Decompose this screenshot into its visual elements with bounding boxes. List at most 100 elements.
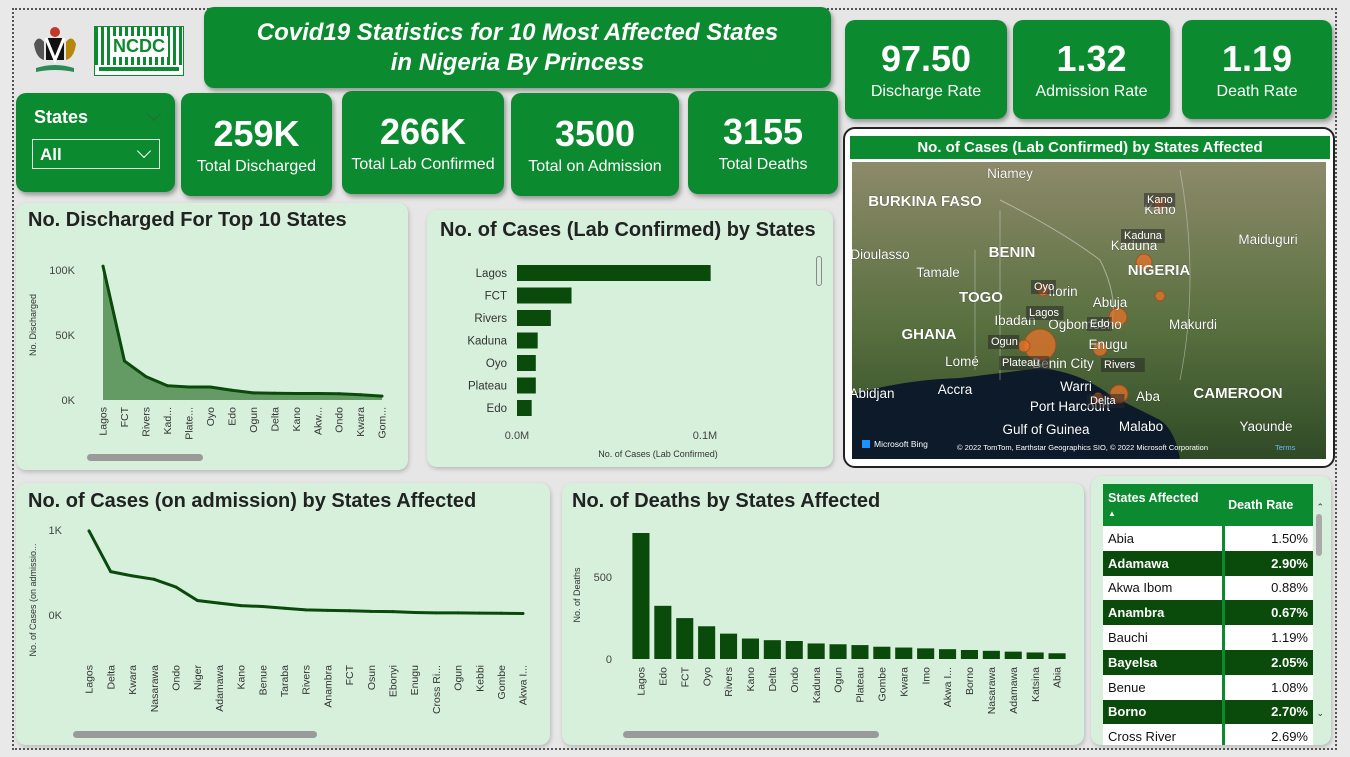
table-row[interactable]: Benue 1.08% [1103, 674, 1313, 700]
dashboard-title-line1: Covid19 Statistics for 10 Most Affected … [256, 18, 779, 46]
admission-point [456, 611, 460, 615]
admission-category-label: Anambra [322, 665, 334, 708]
lab-bar[interactable] [517, 355, 536, 371]
map-place-label: Tamale [916, 265, 960, 280]
deaths-category-label: Ogun [833, 667, 845, 693]
lab-bar[interactable] [517, 265, 711, 281]
deaths-category-label: Lagos [636, 667, 648, 696]
map-bubble[interactable] [1017, 339, 1031, 353]
admission-category-label: Delta [105, 665, 117, 690]
chevron-down-icon[interactable]: ⌄ [1316, 708, 1324, 718]
deaths-bar[interactable] [960, 650, 978, 659]
kpi-label: Discharge Rate [870, 82, 982, 100]
map-bubble[interactable] [1092, 341, 1108, 357]
deaths-bar[interactable] [676, 618, 694, 659]
deaths-bar[interactable] [1048, 653, 1066, 659]
lab-bar[interactable] [517, 310, 551, 326]
chevron-down-icon[interactable] [146, 106, 162, 122]
table-row[interactable]: Akwa Ibom 0.88% [1103, 575, 1313, 601]
admission-point [87, 529, 91, 533]
lab-bar[interactable] [517, 377, 536, 394]
y-tick-label: 0K [62, 395, 76, 407]
deaths-category-label: Kaduna [811, 667, 823, 703]
admission-point [304, 608, 308, 612]
discharged-category-label: Delta [269, 407, 281, 432]
deaths-bar[interactable] [939, 649, 957, 659]
state-cell: Adamawa [1103, 550, 1225, 576]
kpi-total-discharged: 259K Total Discharged [181, 93, 332, 196]
kpi-label: Total Discharged [196, 157, 317, 175]
lab-category-label: Lagos [476, 268, 508, 280]
discharged-category-label: Ondo [334, 407, 346, 433]
discharged-point [122, 359, 126, 363]
death-rate-cell: 1.08% [1271, 679, 1308, 695]
deaths-bar[interactable] [720, 633, 738, 659]
discharged-point [273, 391, 277, 395]
table-row[interactable]: Bauchi 1.19% [1103, 625, 1313, 650]
deaths-bar[interactable] [829, 644, 847, 659]
map-bubble[interactable] [1154, 290, 1166, 302]
deaths-bar[interactable] [982, 650, 1000, 659]
map-place-label: Ibadan [994, 313, 1035, 328]
states-dropdown[interactable]: All [32, 139, 160, 169]
map-terms-link[interactable]: Terms [1275, 443, 1296, 452]
admission-point [434, 611, 438, 615]
deaths-category-label: Katsina [1030, 667, 1042, 702]
death-rate-cell: 2.70% [1223, 699, 1313, 725]
kpi-value: 1.32 [1056, 37, 1127, 79]
deaths-bar[interactable] [807, 643, 825, 659]
deaths-bar[interactable] [1004, 651, 1022, 659]
header-states-affected[interactable]: States Affected ▲ [1103, 484, 1224, 526]
discharged-chart-title: No. Discharged For Top 10 States [28, 209, 347, 231]
admission-category-label: Gombe [496, 665, 508, 700]
lab-scrollbar[interactable] [816, 256, 822, 286]
y-tick-label: 100K [49, 265, 75, 277]
deaths-bar[interactable] [917, 648, 935, 659]
map-visual[interactable]: Niamey BURKINA FASO BENIN Dioulasso Tamale TO… [852, 162, 1326, 459]
deaths-bar[interactable] [785, 641, 803, 659]
discharged-point [251, 391, 255, 395]
deaths-bar[interactable] [698, 626, 716, 659]
deaths-bar[interactable] [895, 647, 913, 659]
table-row[interactable]: Anambra 0.67% [1103, 600, 1313, 626]
header-death-rate[interactable]: Death Rate [1223, 484, 1313, 526]
table-scrollbar-thumb[interactable] [1316, 514, 1322, 556]
map-bubble-label: Delta [1090, 395, 1117, 407]
admission-scrollbar[interactable] [73, 731, 317, 738]
admission-point [282, 606, 286, 610]
deaths-bar[interactable] [654, 605, 672, 659]
deaths-scrollbar[interactable] [623, 731, 879, 738]
deaths-category-label: Rivers [723, 667, 735, 697]
admission-category-label: Ebonyi [387, 665, 399, 697]
states-dropdown-value: All [40, 145, 62, 164]
lab-bar[interactable] [517, 332, 538, 349]
lab-bar[interactable] [517, 287, 572, 304]
deaths-bar[interactable] [1026, 652, 1044, 659]
table-row[interactable]: Bayelsa 2.05% [1103, 649, 1313, 675]
table-row[interactable]: Cross River 2.69% [1103, 724, 1313, 745]
deaths-bar[interactable] [873, 646, 891, 659]
map-bubble[interactable] [1135, 253, 1153, 271]
admission-category-label: Osun [366, 665, 378, 690]
table-row[interactable]: Borno 2.70% [1103, 699, 1313, 725]
deaths-category-label: Gombe [877, 667, 889, 702]
map-bubble-label: Plateau [1002, 357, 1039, 369]
lab-bar[interactable] [517, 400, 532, 416]
table-row[interactable]: Adamawa 2.90% [1103, 550, 1313, 576]
kpi-value: 1.19 [1221, 37, 1293, 79]
deaths-category-label: Oyo [701, 667, 713, 686]
lab-category-label: Rivers [474, 313, 507, 325]
map-bubble-label-bg [988, 335, 1020, 349]
deaths-bar[interactable] [763, 640, 781, 659]
lab-category-label: Plateau [468, 381, 507, 393]
deaths-bar[interactable] [632, 533, 650, 659]
deaths-bar[interactable] [741, 638, 759, 659]
death-rate-cell: 2.69% [1271, 729, 1308, 745]
deaths-bar[interactable] [851, 645, 869, 659]
admission-point [109, 570, 113, 574]
table-row[interactable]: Abia 1.50% [1103, 526, 1313, 551]
chevron-up-icon[interactable]: ⌃ [1316, 502, 1324, 512]
discharged-scrollbar[interactable] [87, 454, 203, 461]
discharged-category-label: Gom... [377, 407, 389, 439]
dashboard-title-line2: in Nigeria By Princess [390, 48, 645, 76]
